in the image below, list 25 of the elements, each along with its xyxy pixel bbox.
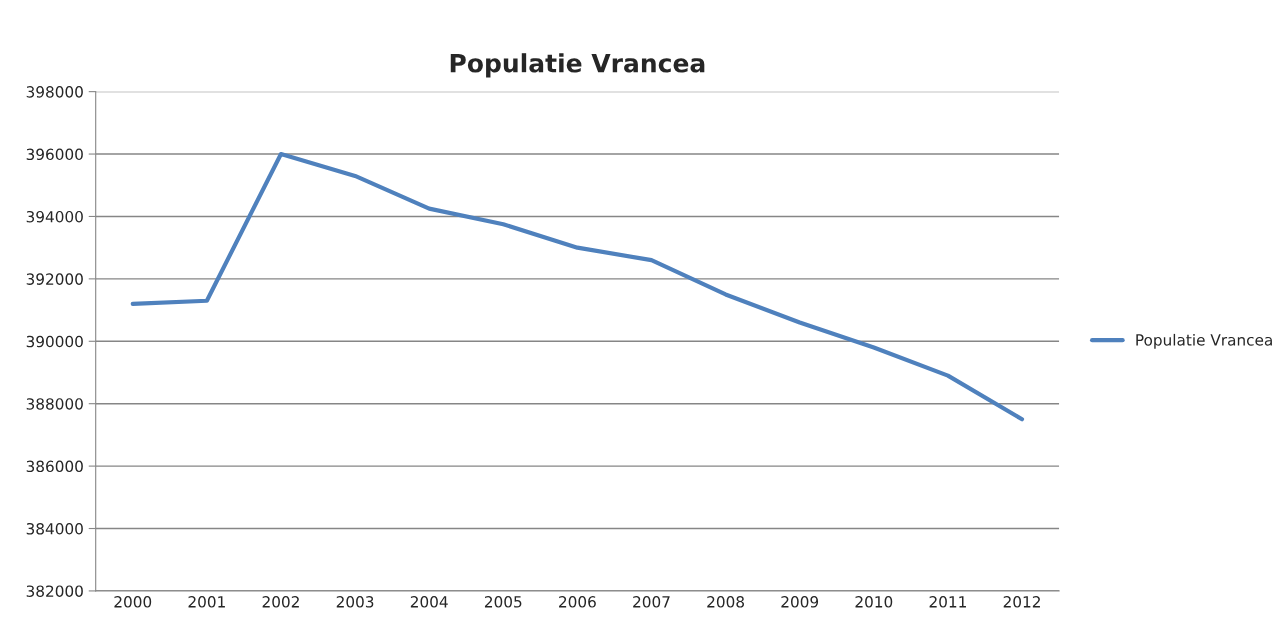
y-tick-label: 392000 bbox=[26, 273, 83, 285]
y-tick-label: 388000 bbox=[26, 398, 83, 410]
y-tick-label: 386000 bbox=[26, 460, 83, 473]
line-series bbox=[130, 151, 1025, 422]
legend-label: Populatie Vrancea bbox=[1136, 333, 1272, 349]
chart-title: Populatie Vrancea bbox=[450, 53, 705, 78]
x-tick-label: 2000 bbox=[114, 596, 152, 608]
y-tick-label: 396000 bbox=[26, 148, 83, 161]
x-tick-label: 2003 bbox=[336, 596, 374, 608]
x-tick-label: 2006 bbox=[559, 596, 596, 608]
y-tick-label: 384000 bbox=[26, 522, 83, 535]
x-tick-label: 2005 bbox=[484, 596, 522, 608]
y-tick-label: 382000 bbox=[26, 585, 83, 597]
x-tick-label: 2010 bbox=[855, 596, 893, 608]
x-tick-label: 2001 bbox=[188, 596, 225, 608]
x-tick-label: 2004 bbox=[410, 596, 448, 608]
x-tick-label: 2009 bbox=[781, 596, 819, 608]
x-tick-label: 2007 bbox=[633, 596, 670, 608]
x-tick-label: 2011 bbox=[929, 596, 966, 608]
x-tick-label: 2002 bbox=[262, 596, 299, 608]
y-tick-label: 390000 bbox=[26, 335, 83, 348]
y-tick-label: 394000 bbox=[26, 210, 83, 223]
y-tick-label: 398000 bbox=[26, 86, 83, 98]
x-tick-label: 2012 bbox=[1003, 596, 1040, 608]
x-tick-label: 2008 bbox=[707, 596, 744, 608]
